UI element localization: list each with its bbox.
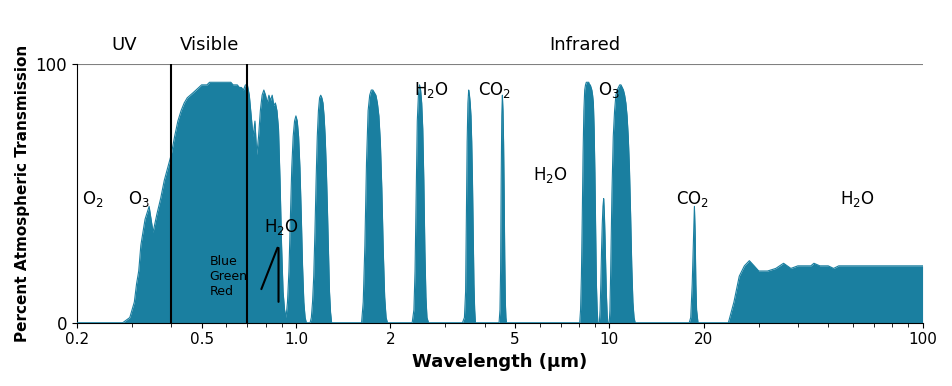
- X-axis label: Wavelength (μm): Wavelength (μm): [412, 353, 587, 371]
- Text: O$_3$: O$_3$: [599, 80, 620, 100]
- Text: Visible: Visible: [180, 36, 239, 54]
- Text: Infrared: Infrared: [549, 36, 621, 54]
- Y-axis label: Percent Atmospheric Transmission: Percent Atmospheric Transmission: [15, 45, 30, 342]
- Text: UV: UV: [111, 36, 137, 54]
- Text: H$_2$O: H$_2$O: [414, 80, 448, 100]
- Text: O$_3$: O$_3$: [128, 189, 149, 208]
- Text: H$_2$O: H$_2$O: [265, 217, 299, 237]
- Text: CO$_2$: CO$_2$: [478, 80, 511, 100]
- Text: H$_2$O: H$_2$O: [533, 165, 568, 185]
- Text: O$_2$: O$_2$: [82, 189, 104, 208]
- Text: Blue
Green
Red: Blue Green Red: [209, 255, 248, 298]
- Text: CO$_2$: CO$_2$: [676, 189, 709, 208]
- Text: H$_2$O: H$_2$O: [841, 189, 875, 208]
